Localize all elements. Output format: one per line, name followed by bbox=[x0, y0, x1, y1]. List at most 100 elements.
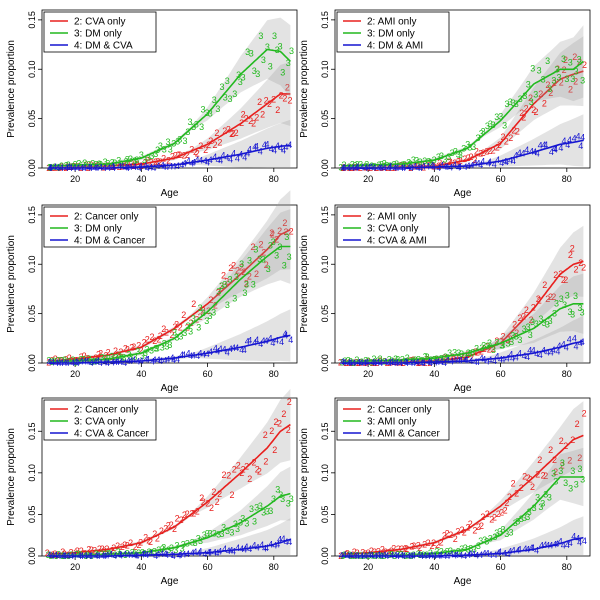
data-point-marker: 4 bbox=[456, 355, 461, 365]
data-point-marker: 3 bbox=[258, 31, 263, 41]
data-point-marker: 3 bbox=[223, 92, 228, 102]
data-point-marker: 2 bbox=[545, 294, 550, 304]
data-point-marker: 2 bbox=[53, 354, 58, 364]
legend-label: 3: CVA only bbox=[367, 224, 419, 235]
data-point-marker: 4 bbox=[239, 345, 244, 355]
data-point-marker: 3 bbox=[232, 89, 237, 99]
data-point-marker: 2 bbox=[258, 240, 263, 250]
data-point-marker: 4 bbox=[264, 140, 269, 150]
data-point-marker: 2 bbox=[572, 52, 577, 62]
data-point-marker: 2 bbox=[551, 292, 556, 302]
data-point-marker: 2 bbox=[383, 547, 388, 557]
data-point-marker: 2 bbox=[60, 547, 65, 557]
data-point-marker: 3 bbox=[465, 140, 470, 150]
x-axis-label: Age bbox=[161, 383, 179, 394]
series-line bbox=[341, 139, 584, 169]
data-point-marker: 4 bbox=[95, 356, 100, 366]
data-point-marker: 4 bbox=[145, 354, 150, 364]
data-point-marker: 3 bbox=[121, 352, 126, 362]
data-point-marker: 3 bbox=[149, 548, 154, 558]
data-point-marker: 2 bbox=[270, 230, 275, 240]
data-point-marker: 3 bbox=[338, 163, 343, 173]
data-point-marker: 3 bbox=[116, 155, 121, 165]
data-point-marker: 2 bbox=[178, 322, 183, 332]
data-point-marker: 3 bbox=[395, 354, 400, 364]
data-point-marker: 2 bbox=[125, 344, 130, 354]
data-point-marker: 4 bbox=[542, 540, 547, 550]
data-point-marker: 4 bbox=[495, 155, 500, 165]
data-point-marker: 3 bbox=[160, 343, 165, 353]
data-point-marker: 4 bbox=[558, 537, 563, 547]
data-point-marker: 2 bbox=[239, 262, 244, 272]
data-point-marker: 4 bbox=[527, 346, 532, 356]
data-point-marker: 2 bbox=[521, 312, 526, 322]
data-point-marker: 3 bbox=[491, 345, 496, 355]
data-point-marker: 3 bbox=[346, 356, 351, 366]
data-point-marker: 2 bbox=[177, 150, 182, 160]
data-point-marker: 2 bbox=[524, 305, 529, 315]
data-point-marker: 3 bbox=[116, 547, 121, 557]
data-point-marker: 4 bbox=[508, 156, 513, 166]
data-point-marker: 3 bbox=[530, 317, 535, 327]
data-point-marker: 3 bbox=[153, 344, 158, 354]
data-point-marker: 3 bbox=[249, 49, 254, 59]
data-point-marker: 3 bbox=[570, 466, 575, 476]
legend-label: 2: AMI only bbox=[367, 17, 416, 28]
data-point-marker: 2 bbox=[570, 244, 575, 254]
data-point-marker: 3 bbox=[400, 160, 405, 170]
data-point-marker: 2 bbox=[484, 146, 489, 156]
data-point-marker: 4 bbox=[403, 357, 408, 367]
data-point-marker: 3 bbox=[221, 522, 226, 532]
data-point-marker: 3 bbox=[470, 348, 475, 358]
x-tick-label: 80 bbox=[269, 562, 279, 572]
data-point-marker: 4 bbox=[205, 349, 210, 359]
data-point-marker: 4 bbox=[216, 155, 221, 165]
y-axis-label: Prevalence proportion bbox=[6, 428, 17, 526]
data-point-marker: 3 bbox=[525, 512, 530, 522]
x-tick-label: 80 bbox=[269, 369, 279, 379]
data-point-marker: 3 bbox=[446, 152, 451, 162]
data-point-marker: 2 bbox=[217, 138, 222, 148]
data-point-marker: 4 bbox=[242, 152, 247, 162]
data-point-marker: 2 bbox=[269, 426, 274, 436]
data-point-marker: 4 bbox=[389, 357, 394, 367]
data-point-marker: 2 bbox=[487, 146, 492, 156]
x-tick-label: 40 bbox=[429, 369, 439, 379]
data-point-marker: 3 bbox=[363, 162, 368, 172]
data-point-marker: 3 bbox=[252, 517, 257, 527]
x-tick-label: 20 bbox=[70, 174, 80, 184]
data-point-marker: 2 bbox=[235, 265, 240, 275]
data-point-marker: 2 bbox=[93, 353, 98, 363]
data-point-marker: 4 bbox=[168, 162, 173, 172]
data-point-marker: 2 bbox=[133, 542, 138, 552]
data-point-marker: 4 bbox=[110, 358, 115, 368]
data-point-marker: 4 bbox=[539, 540, 544, 550]
y-tick-label: 0.15 bbox=[27, 206, 37, 224]
data-point-marker: 2 bbox=[131, 342, 136, 352]
data-point-marker: 2 bbox=[75, 546, 80, 556]
data-point-marker: 2 bbox=[287, 397, 292, 407]
data-point-marker: 4 bbox=[247, 544, 252, 554]
data-point-marker: 2 bbox=[465, 350, 470, 360]
data-point-marker: 4 bbox=[567, 335, 572, 345]
data-point-marker: 4 bbox=[122, 550, 127, 560]
confidence-band bbox=[48, 466, 291, 556]
data-point-marker: 3 bbox=[479, 129, 484, 139]
data-point-marker: 4 bbox=[582, 536, 587, 546]
data-point-marker: 2 bbox=[355, 162, 360, 172]
data-point-marker: 2 bbox=[538, 89, 543, 99]
data-point-marker: 3 bbox=[560, 458, 565, 468]
data-point-marker: 2 bbox=[462, 154, 467, 164]
data-point-marker: 2 bbox=[491, 145, 496, 155]
confidence-band bbox=[341, 225, 584, 363]
data-point-marker: 2 bbox=[504, 137, 509, 147]
data-point-marker: 4 bbox=[264, 543, 269, 553]
data-point-marker: 2 bbox=[582, 409, 587, 419]
data-point-marker: 2 bbox=[263, 457, 268, 467]
data-point-marker: 2 bbox=[231, 261, 236, 271]
data-point-marker: 3 bbox=[341, 160, 346, 170]
data-point-marker: 3 bbox=[372, 161, 377, 171]
data-point-marker: 4 bbox=[258, 339, 263, 349]
data-point-marker: 2 bbox=[136, 341, 141, 351]
data-point-marker: 2 bbox=[489, 514, 494, 524]
